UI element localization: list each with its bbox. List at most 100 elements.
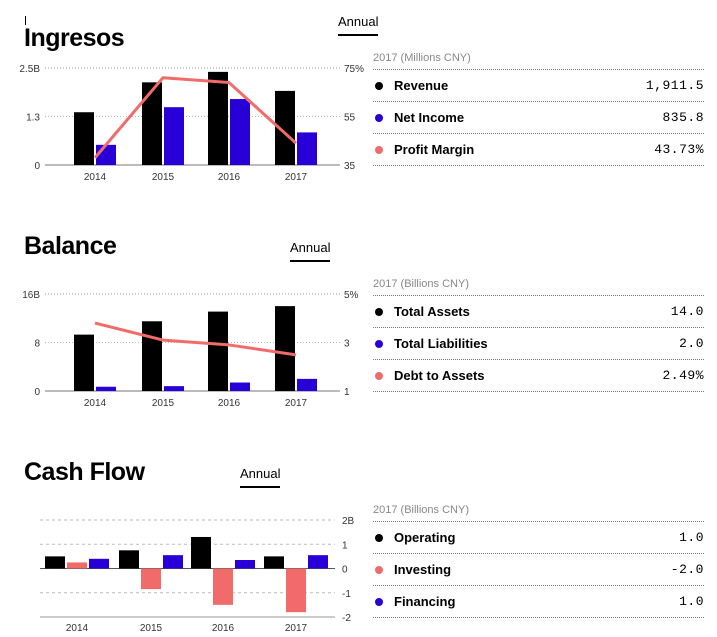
x-tick-label: 2015 [140, 623, 163, 634]
bar-net-income [164, 107, 184, 165]
balance-period-selector[interactable]: Annual [290, 240, 331, 262]
line-debt-to-assets [94, 321, 297, 357]
bar-investing [286, 568, 306, 613]
debt-to-assets-label: Debt to Assets [394, 368, 485, 383]
y2-tick-label: 1 [344, 387, 350, 398]
cashflow-chart: -2 -1 0 1 2B 2014 2015 2016 2017 [40, 516, 355, 634]
bar-investing [67, 562, 87, 569]
total-assets-value: 14.0 [670, 304, 704, 319]
bar-operating [191, 536, 211, 569]
total-liabilities-value: 2.0 [679, 336, 704, 351]
total-liabilities-dot [375, 339, 383, 348]
total-assets-label: Total Assets [394, 304, 470, 319]
legend-row-total-liabilities: Total Liabilities 2.0 [373, 328, 704, 360]
cashflow-legend-panel: 2017 (Billions CNY) Operating 1.0 Invest… [373, 504, 704, 618]
bar-financing [163, 555, 183, 569]
x-tick-label: 2014 [84, 398, 107, 409]
cashflow-period-selector[interactable]: Annual [240, 466, 281, 488]
bar-financing [308, 555, 328, 569]
x-tick-label: 2015 [152, 172, 175, 183]
bar-total-liabilities [164, 386, 184, 391]
x-tick-label: 2016 [218, 398, 241, 409]
legend-row-revenue: Revenue 1,911.5 [373, 70, 704, 102]
bar-net-income [230, 99, 250, 165]
bar-operating [264, 556, 284, 569]
revenue-label: Revenue [394, 78, 449, 93]
bar-financing [89, 558, 109, 569]
x-tick-label: 2014 [66, 623, 89, 634]
y2-tick-label: 5% [344, 290, 359, 301]
bar-net-income [297, 132, 317, 165]
net-income-value: 835.8 [662, 110, 704, 125]
income-chart: 0 1.3 2.5B 35 55 75% 2014 2015 2016 2017 [19, 64, 364, 183]
x-tick-label: 2015 [152, 398, 175, 409]
bar-operating [45, 556, 65, 569]
bar-investing [141, 568, 161, 590]
balance-panel-header: 2017 (Billions CNY) [373, 278, 704, 296]
revenue-dot [375, 81, 383, 90]
operating-value: 1.0 [679, 530, 704, 545]
bar-total-assets [74, 334, 94, 391]
legend-row-operating: Operating 1.0 [373, 522, 704, 554]
income-panel-header: 2017 (Millions CNY) [373, 52, 704, 70]
x-tick-label: 2017 [285, 398, 308, 409]
cashflow-panel-header: 2017 (Billions CNY) [373, 504, 704, 522]
net-income-label: Net Income [394, 110, 465, 125]
y-tick-label: -2 [342, 613, 351, 624]
x-tick-label: 2014 [84, 172, 107, 183]
y-tick-label: 2B [342, 516, 355, 527]
balance-title: Balance [24, 232, 117, 260]
financing-label: Financing [394, 594, 456, 609]
line-profit-margin [93, 76, 298, 159]
operating-label: Operating [394, 530, 456, 545]
legend-row-debt-to-assets: Debt to Assets 2.49% [373, 360, 704, 392]
financing-value: 1.0 [679, 594, 704, 609]
y2-tick-label: 35 [344, 161, 356, 172]
y-tick-label: 0 [34, 387, 40, 398]
operating-dot [375, 533, 383, 542]
y-tick-label: 1 [342, 540, 348, 551]
bar-revenue [208, 71, 228, 165]
bar-investing [213, 568, 233, 605]
profit-margin-label: Profit Margin [394, 142, 475, 157]
x-tick-label: 2017 [285, 623, 308, 634]
balance-chart: 0 8 16B 1 3 5% 2014 2015 2016 2017 [22, 290, 359, 409]
y2-tick-label: 55 [344, 113, 356, 124]
total-assets-dot [375, 307, 383, 316]
x-tick-label: 2016 [218, 172, 241, 183]
balance-legend-panel: 2017 (Billions CNY) Total Assets 14.0 To… [373, 278, 704, 392]
bar-total-liabilities [230, 382, 250, 391]
y2-tick-label: 75% [344, 64, 364, 75]
income-period-selector[interactable]: Annual [338, 14, 379, 36]
y-tick-label: 0 [342, 565, 348, 576]
y-tick-label: 0 [34, 161, 40, 172]
net-income-dot [375, 113, 383, 122]
investing-label: Investing [394, 562, 452, 577]
bar-total-liabilities [297, 378, 317, 391]
x-tick-label: 2016 [212, 623, 235, 634]
bar-total-liabilities [96, 386, 116, 391]
profit-margin-value: 43.73% [654, 142, 704, 157]
profit-margin-dot [375, 145, 383, 154]
bar-total-assets [142, 321, 162, 391]
x-tick-label: 2017 [285, 172, 308, 183]
financing-dot [375, 597, 383, 606]
bar-total-assets [208, 311, 228, 391]
legend-row-investing: Investing -2.0 [373, 554, 704, 586]
investing-dot [375, 565, 383, 574]
legend-row-financing: Financing 1.0 [373, 586, 704, 618]
y-tick-label: 1.3 [26, 113, 40, 124]
y2-tick-label: 3 [344, 339, 350, 350]
bar-revenue [74, 112, 94, 165]
income-legend-panel: 2017 (Millions CNY) Revenue 1,911.5 Net … [373, 52, 704, 166]
legend-row-net-income: Net Income 835.8 [373, 102, 704, 134]
bar-total-assets [275, 306, 295, 391]
investing-value: -2.0 [670, 562, 704, 577]
bar-revenue [142, 82, 162, 165]
bar-financing [235, 560, 255, 569]
cashflow-title: Cash Flow [24, 458, 145, 486]
bar-revenue [275, 90, 295, 165]
y-tick-label: 16B [22, 290, 40, 301]
y-tick-label: 8 [34, 339, 40, 350]
income-title: Ingresos [24, 24, 125, 52]
